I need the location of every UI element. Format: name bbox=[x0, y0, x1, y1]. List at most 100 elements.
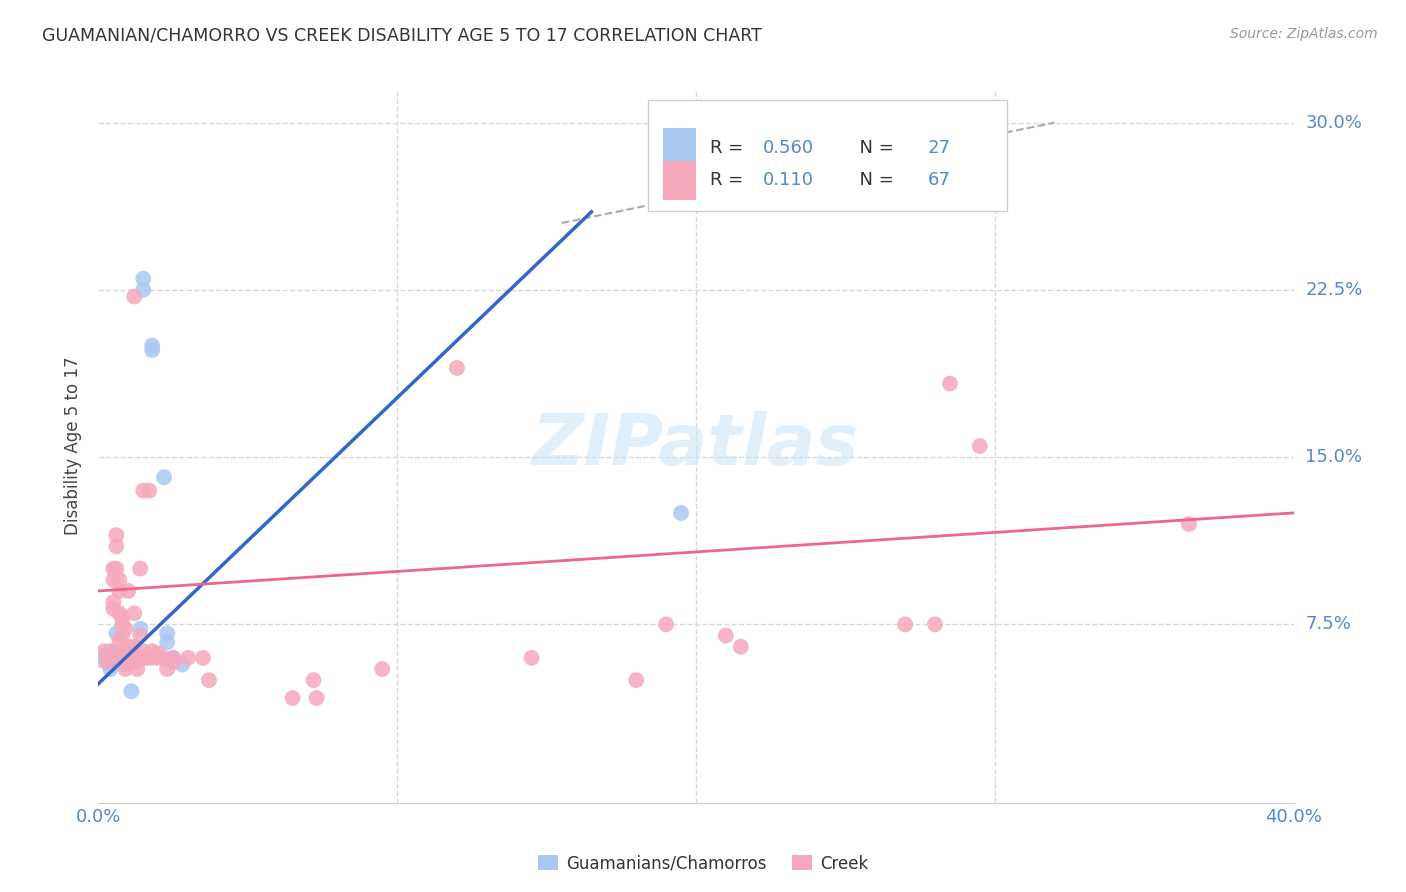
Point bbox=[198, 673, 221, 687]
Point bbox=[191, 651, 214, 665]
Point bbox=[281, 690, 304, 705]
Point bbox=[162, 651, 184, 665]
Point bbox=[124, 655, 146, 669]
Text: 15.0%: 15.0% bbox=[1305, 448, 1362, 467]
Point bbox=[111, 628, 134, 642]
Point bbox=[172, 657, 194, 672]
Point bbox=[520, 651, 543, 665]
Point bbox=[114, 651, 136, 665]
Point bbox=[96, 655, 118, 669]
Point bbox=[120, 684, 142, 698]
Text: ZIPatlas: ZIPatlas bbox=[533, 411, 859, 481]
Point bbox=[114, 644, 136, 658]
Text: 0.110: 0.110 bbox=[763, 171, 814, 189]
Text: GUAMANIAN/CHAMORRO VS CREEK DISABILITY AGE 5 TO 17 CORRELATION CHART: GUAMANIAN/CHAMORRO VS CREEK DISABILITY A… bbox=[42, 27, 762, 45]
Point bbox=[117, 655, 139, 669]
Point bbox=[117, 640, 139, 654]
Point bbox=[93, 648, 115, 663]
Text: 22.5%: 22.5% bbox=[1305, 281, 1362, 299]
Point bbox=[129, 562, 152, 576]
Point bbox=[114, 622, 136, 636]
Point bbox=[111, 617, 134, 632]
Text: 30.0%: 30.0% bbox=[1305, 113, 1362, 132]
Point bbox=[162, 651, 184, 665]
Point bbox=[108, 573, 131, 587]
Point bbox=[114, 662, 136, 676]
Point bbox=[108, 607, 131, 621]
Point bbox=[302, 673, 325, 687]
Point bbox=[90, 653, 112, 667]
Text: N =: N = bbox=[848, 139, 900, 157]
FancyBboxPatch shape bbox=[662, 161, 696, 200]
Legend: Guamanians/Chamorros, Creek: Guamanians/Chamorros, Creek bbox=[531, 848, 875, 880]
Point bbox=[98, 644, 122, 658]
Point bbox=[730, 640, 752, 654]
Point bbox=[624, 673, 647, 687]
Point bbox=[132, 283, 155, 297]
Point bbox=[894, 617, 917, 632]
Point bbox=[162, 655, 184, 669]
Point bbox=[714, 628, 737, 642]
Point bbox=[129, 622, 152, 636]
Point bbox=[108, 583, 131, 598]
Point bbox=[939, 376, 962, 391]
Point bbox=[96, 655, 118, 669]
Point bbox=[103, 595, 125, 609]
Text: 27: 27 bbox=[928, 139, 950, 157]
Point bbox=[371, 662, 394, 676]
Point bbox=[111, 610, 134, 624]
Point bbox=[153, 651, 176, 665]
Point bbox=[132, 651, 155, 665]
Point bbox=[153, 470, 176, 484]
Point bbox=[103, 573, 125, 587]
Point bbox=[98, 662, 122, 676]
Point bbox=[141, 651, 163, 665]
Point bbox=[969, 439, 991, 453]
Point bbox=[117, 583, 139, 598]
Point bbox=[114, 657, 136, 672]
Point bbox=[105, 528, 128, 542]
Point bbox=[103, 651, 125, 665]
Point bbox=[669, 506, 692, 520]
Point bbox=[105, 562, 128, 576]
Point bbox=[141, 343, 163, 358]
Point bbox=[108, 653, 131, 667]
Point bbox=[124, 607, 146, 621]
Point bbox=[446, 361, 468, 376]
Point bbox=[924, 617, 946, 632]
Point bbox=[1178, 517, 1201, 532]
Point bbox=[124, 651, 146, 665]
FancyBboxPatch shape bbox=[662, 128, 696, 168]
Point bbox=[93, 644, 115, 658]
Y-axis label: Disability Age 5 to 17: Disability Age 5 to 17 bbox=[65, 357, 83, 535]
Point bbox=[103, 646, 125, 660]
Point bbox=[117, 651, 139, 665]
Point bbox=[156, 626, 179, 640]
Point bbox=[129, 651, 152, 665]
Point bbox=[111, 644, 134, 658]
Point bbox=[177, 651, 200, 665]
Point bbox=[103, 562, 125, 576]
Point bbox=[114, 644, 136, 658]
Point bbox=[141, 644, 163, 658]
Text: Source: ZipAtlas.com: Source: ZipAtlas.com bbox=[1230, 27, 1378, 41]
Point bbox=[135, 651, 157, 665]
Point bbox=[132, 644, 155, 658]
Point bbox=[103, 644, 125, 658]
Point bbox=[117, 651, 139, 665]
Text: 67: 67 bbox=[928, 171, 950, 189]
Point bbox=[141, 338, 163, 352]
Point bbox=[148, 646, 170, 660]
Point bbox=[305, 690, 328, 705]
Point bbox=[108, 633, 131, 648]
Point bbox=[156, 635, 179, 649]
Point bbox=[108, 651, 131, 665]
Text: 7.5%: 7.5% bbox=[1305, 615, 1351, 633]
Point bbox=[156, 662, 179, 676]
Point bbox=[103, 655, 125, 669]
Text: R =: R = bbox=[710, 139, 749, 157]
Point bbox=[103, 601, 125, 615]
Point bbox=[148, 651, 170, 665]
Point bbox=[138, 483, 160, 498]
Point bbox=[124, 289, 146, 303]
